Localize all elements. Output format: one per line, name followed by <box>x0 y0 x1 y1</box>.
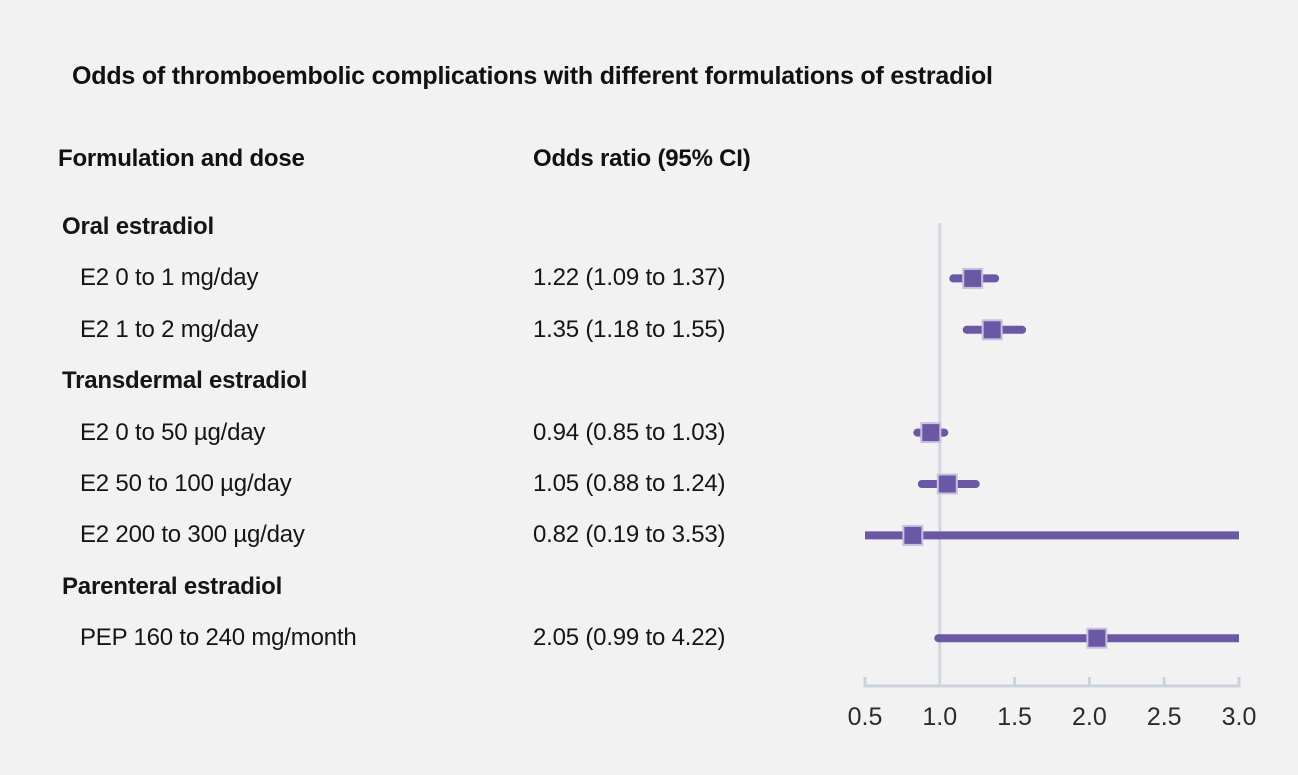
x-axis-tick-label: 2.0 <box>1072 703 1107 731</box>
item-row-label: E2 200 to 300 µg/day <box>80 521 305 549</box>
ci-cap-right <box>991 274 1000 283</box>
point-estimate-marker <box>902 524 924 546</box>
point-estimate-marker <box>962 267 984 289</box>
x-axis-tick-label: 0.5 <box>848 703 883 731</box>
x-axis-tick-label: 3.0 <box>1222 703 1257 731</box>
column-header-odds-ratio: Odds ratio (95% CI) <box>533 145 751 172</box>
item-row-label: E2 0 to 1 mg/day <box>80 264 259 292</box>
point-estimate-marker <box>1086 627 1108 649</box>
group-row-label: Parenteral estradiol <box>62 572 283 600</box>
group-row-label: Transdermal estradiol <box>62 367 308 395</box>
odds-ratio-value: 0.94 (0.85 to 1.03) <box>533 418 726 446</box>
point-estimate-marker <box>936 473 958 495</box>
odds-ratio-value: 1.35 (1.18 to 1.55) <box>533 315 726 343</box>
x-axis-tick-label: 1.5 <box>997 703 1032 731</box>
ci-cap-left <box>962 325 971 334</box>
point-estimate-marker <box>981 319 1003 341</box>
ci-cap-left <box>949 274 958 283</box>
item-row-label: E2 1 to 2 mg/day <box>80 315 259 343</box>
item-row-label: PEP 160 to 240 mg/month <box>80 624 357 652</box>
odds-ratio-value: 1.22 (1.09 to 1.37) <box>533 264 726 292</box>
ci-cap-right <box>940 428 949 437</box>
item-row-label: E2 0 to 50 µg/day <box>80 418 266 446</box>
point-estimate-marker <box>920 422 942 444</box>
ci-cap-left <box>917 480 926 488</box>
chart-title: Odds of thromboembolic complications wit… <box>72 62 993 90</box>
column-header-formulation: Formulation and dose <box>58 145 305 172</box>
odds-ratio-value: 0.82 (0.19 to 3.53) <box>533 521 726 549</box>
x-axis-tick-label: 1.0 <box>922 703 957 731</box>
ci-cap-right <box>971 480 980 488</box>
group-row-label: Oral estradiol <box>62 213 214 240</box>
x-axis-tick-label: 2.5 <box>1147 703 1182 731</box>
item-row-label: E2 50 to 100 µg/day <box>80 470 292 497</box>
ci-cap-left <box>913 428 922 437</box>
odds-ratio-value: 2.05 (0.99 to 4.22) <box>533 624 726 652</box>
ci-cap-left <box>934 634 943 643</box>
ci-cap-right <box>1018 325 1027 334</box>
odds-ratio-value: 1.05 (0.88 to 1.24) <box>533 470 726 497</box>
